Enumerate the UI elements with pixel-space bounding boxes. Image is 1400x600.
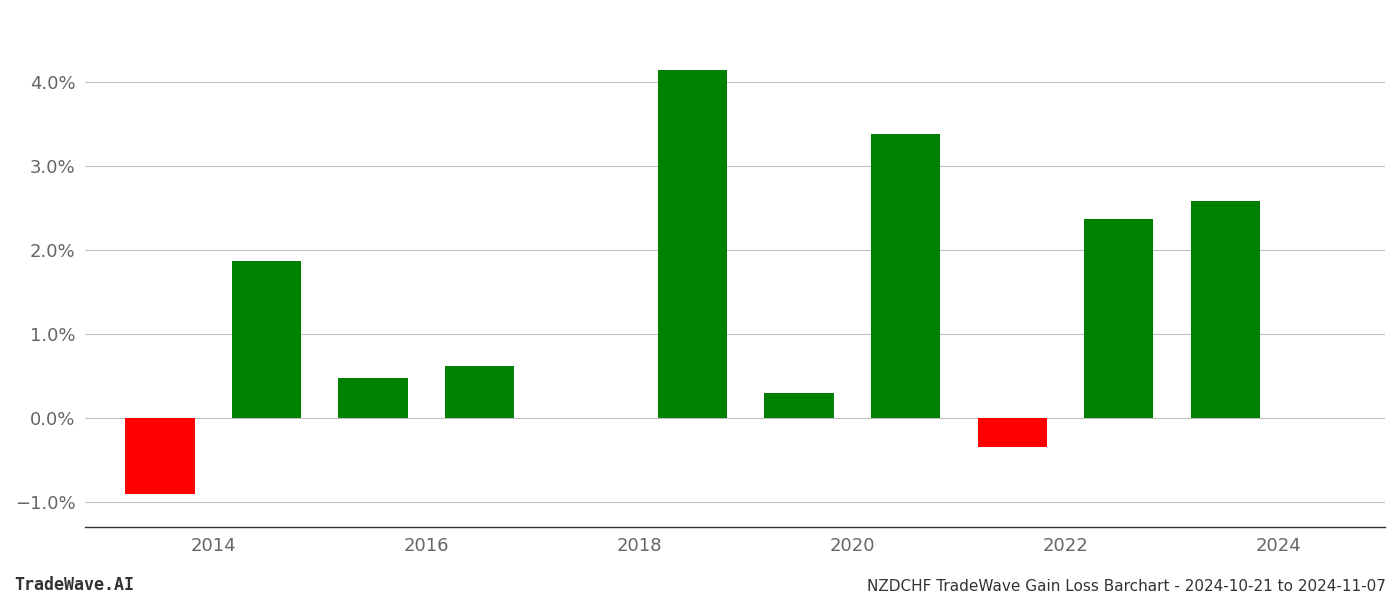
Text: NZDCHF TradeWave Gain Loss Barchart - 2024-10-21 to 2024-11-07: NZDCHF TradeWave Gain Loss Barchart - 20… [867,579,1386,594]
Text: TradeWave.AI: TradeWave.AI [14,576,134,594]
Bar [977,418,1047,448]
Bar [1084,219,1154,418]
Bar [339,378,407,418]
Bar [445,366,514,418]
Bar [658,70,727,418]
Bar [871,134,941,418]
Bar [764,393,834,418]
Bar [1190,202,1260,418]
Bar [125,418,195,494]
Bar [232,261,301,418]
